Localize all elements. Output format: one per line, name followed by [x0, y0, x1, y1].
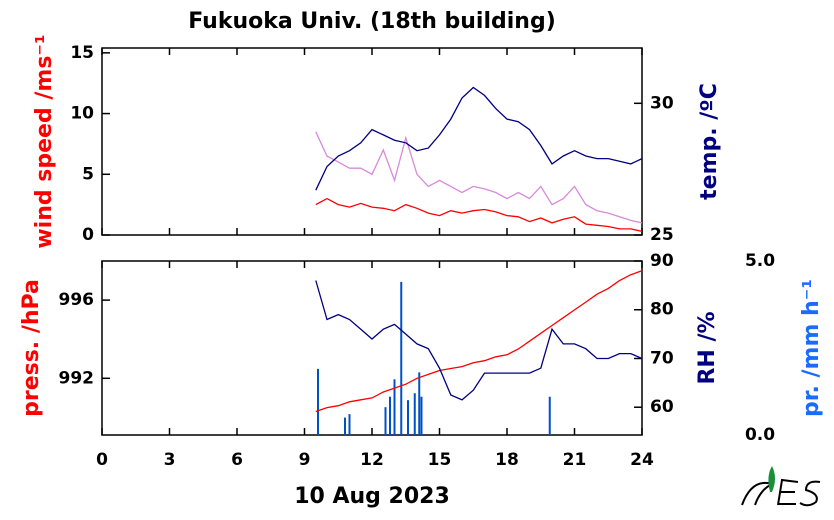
line [315, 197, 643, 233]
chart-title: Fukuoka Univ. (18th building) [188, 9, 556, 34]
y-tick-label: 0 [82, 225, 94, 245]
bar [317, 368, 319, 435]
x-tick-label: 6 [231, 450, 243, 470]
x-tick-label: 9 [299, 450, 311, 470]
y2-tick-label: 25 [650, 225, 674, 245]
y2-tick-label: 90 [650, 251, 674, 271]
y-tick-label: 996 [59, 290, 95, 310]
bar [384, 407, 387, 435]
bar [420, 396, 423, 435]
bar [393, 379, 396, 435]
y-tick-label: 5 [82, 164, 94, 184]
bar [548, 396, 551, 435]
bar [348, 414, 351, 435]
bar [344, 417, 346, 435]
line [315, 270, 643, 413]
y2-tick-label: 60 [650, 397, 674, 417]
x-tick-label: 24 [630, 450, 654, 470]
x-tick-label: 0 [96, 450, 108, 470]
logo [741, 466, 821, 507]
line [315, 131, 643, 224]
y3-tick-label: 0.0 [745, 425, 775, 445]
x-tick-label: 21 [563, 450, 587, 470]
bar [400, 281, 403, 435]
x-axis-label: 10 Aug 2023 [294, 484, 450, 509]
x-tick-label: 3 [164, 450, 176, 470]
y2-tick-label: 80 [650, 300, 674, 320]
bar [407, 400, 409, 435]
line [315, 86, 643, 191]
y3-tick-label: 5.0 [745, 251, 775, 271]
bar [389, 396, 391, 435]
y-axis-label: press. /hPa [19, 279, 44, 417]
y-tick-label: 15 [70, 43, 94, 63]
y2-axis-label: RH /% [695, 311, 720, 384]
y-axis-label: wind speed /ms⁻¹ [32, 34, 57, 248]
x-tick-label: 15 [428, 450, 452, 470]
y-tick-label: 10 [70, 104, 94, 124]
y-tick-label: 992 [59, 368, 95, 388]
y2-axis-label: temp. /ºC [697, 83, 722, 200]
bar [418, 372, 421, 435]
x-tick-label: 18 [495, 450, 519, 470]
y2-tick-label: 30 [650, 93, 674, 113]
panel-frame [101, 260, 643, 436]
x-tick-label: 12 [360, 450, 384, 470]
line [315, 280, 643, 401]
bar [413, 393, 416, 435]
y2-tick-label: 70 [650, 348, 674, 368]
y3-axis-label: pr. /mm h⁻¹ [799, 279, 824, 417]
